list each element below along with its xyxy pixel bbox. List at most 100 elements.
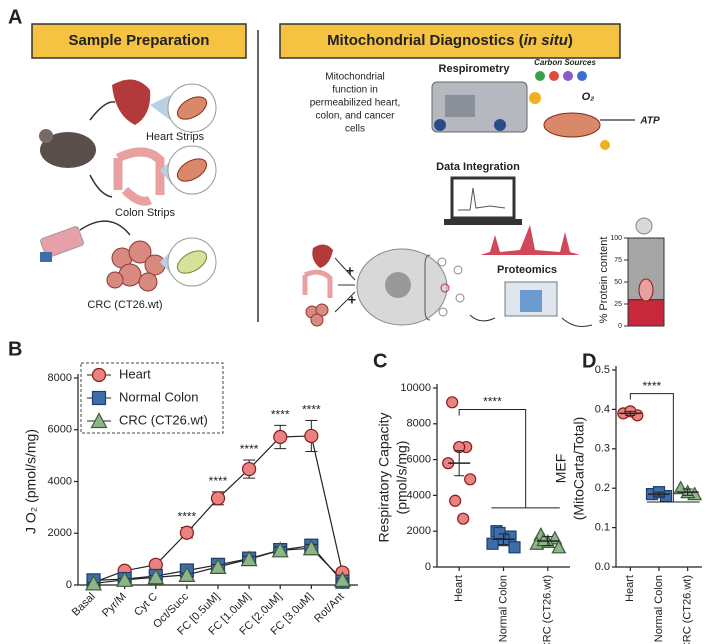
plus: + [346,263,354,279]
marker [273,429,288,445]
protein-segment [627,299,665,327]
label: Proteomics [497,264,557,276]
marker [242,461,257,477]
y-tick-label: 4000 [407,489,431,501]
tick-label: 0 [618,323,622,330]
marker [85,574,103,591]
legend-label: Heart [119,366,151,381]
legend-marker [91,367,107,383]
arrow [469,314,593,327]
axis-label: % Protein content [598,237,610,324]
y-tick-label: 2000 [48,527,72,539]
x-tick-label: Heart [453,575,465,602]
label: ATP [639,116,660,127]
marker [304,428,319,444]
description-line: colon, and cancer [316,111,396,122]
cell-icon [635,217,653,235]
label: Data Integration [436,161,520,173]
marker [508,541,521,554]
significance: **** [302,403,321,417]
y-tick-label: 0 [66,579,72,591]
marker [302,539,320,556]
y-axis-label: MEF [553,454,569,484]
panel-label: D [582,350,596,372]
marker [116,571,134,587]
bracket [629,393,700,503]
description-line: permeabilized heart, [310,98,401,109]
colon-icon [113,147,165,206]
y-tick-label: 6000 [407,454,431,466]
marker [209,558,227,574]
plus: + [348,292,356,308]
y-tick-label: 0 [425,561,431,573]
heart-icon [312,244,333,268]
protein-bar: 0 25 50 75 100 [610,235,665,330]
marker [673,480,689,495]
marker [446,396,459,409]
section-title: Sample Preparation [69,32,210,49]
title-box [279,23,621,59]
marker [178,566,196,583]
arrow [79,220,131,236]
significance: **** [209,474,228,488]
respirometer-panel [445,95,475,117]
panel-label: B [8,338,22,360]
marker [464,473,477,486]
legend-label: Normal Colon [119,389,198,404]
label: Respirometry [439,63,511,75]
y-axis-label: J O₂ (pmol/s/mg) [23,429,39,534]
significance: **** [240,442,259,456]
marker [271,541,289,558]
flask-cap [40,252,52,262]
carbon-sources [529,71,587,104]
chamber [494,119,506,131]
panel-a: A Sample Preparation Mitochondrial Diagn… [8,6,665,330]
label: Colon Strips [115,207,175,219]
mouse [40,132,96,168]
x-tick-label: Rot/Ant [312,591,346,625]
description-line: function in [332,85,378,96]
x-tick-label: Basal [70,591,98,619]
laptop-screen [450,176,516,220]
brace [424,254,431,321]
x-tick-label: Normal Colon [497,575,509,642]
x-tick-label: Normal Colon [653,575,665,642]
colon-icon [302,269,333,298]
panel-label: C [373,350,387,372]
y-tick-label: 0.3 [595,443,610,455]
flask [40,226,84,258]
respirometer [431,81,528,133]
protein-icons [437,257,465,317]
y-tick-label: 0.2 [595,482,610,494]
y-axis-label: (MitoCarta/Total) [571,417,587,520]
section-title: Mitochondrial Diagnostics (in situ) [327,32,573,49]
marker [333,571,351,587]
marker [486,537,499,550]
mitochondrion [176,158,208,182]
y-tick-label: 8000 [407,418,431,430]
y-tick-label: 8000 [48,372,72,384]
description-line: cells [345,124,365,135]
arrow [334,257,356,313]
marker [449,494,462,507]
cell-cluster [305,303,329,327]
laptop-base [444,219,522,225]
y-tick-label: 4000 [48,475,72,487]
heart-icon [112,79,151,125]
cell-cluster [106,240,166,292]
significance: **** [483,395,502,409]
significance: **** [178,510,197,524]
legend-label: CRC (CT26.wt) [119,412,208,427]
y-tick-label: 0.0 [595,561,610,573]
x-tick-label: Cyt C [132,591,160,619]
x-tick-label: CRC (CT26.wt) [542,575,554,644]
significance: **** [642,379,661,393]
y-axis-label: Respiratory Capacity [376,413,392,543]
x-tick-label: Pyr/M [100,591,129,620]
description: Mitochondrial function in permeabilized … [310,72,401,135]
label: Heart Strips [146,131,205,143]
spectrometer-panel [520,290,542,312]
atp-icon [600,140,610,150]
panel-label: A [8,6,22,28]
